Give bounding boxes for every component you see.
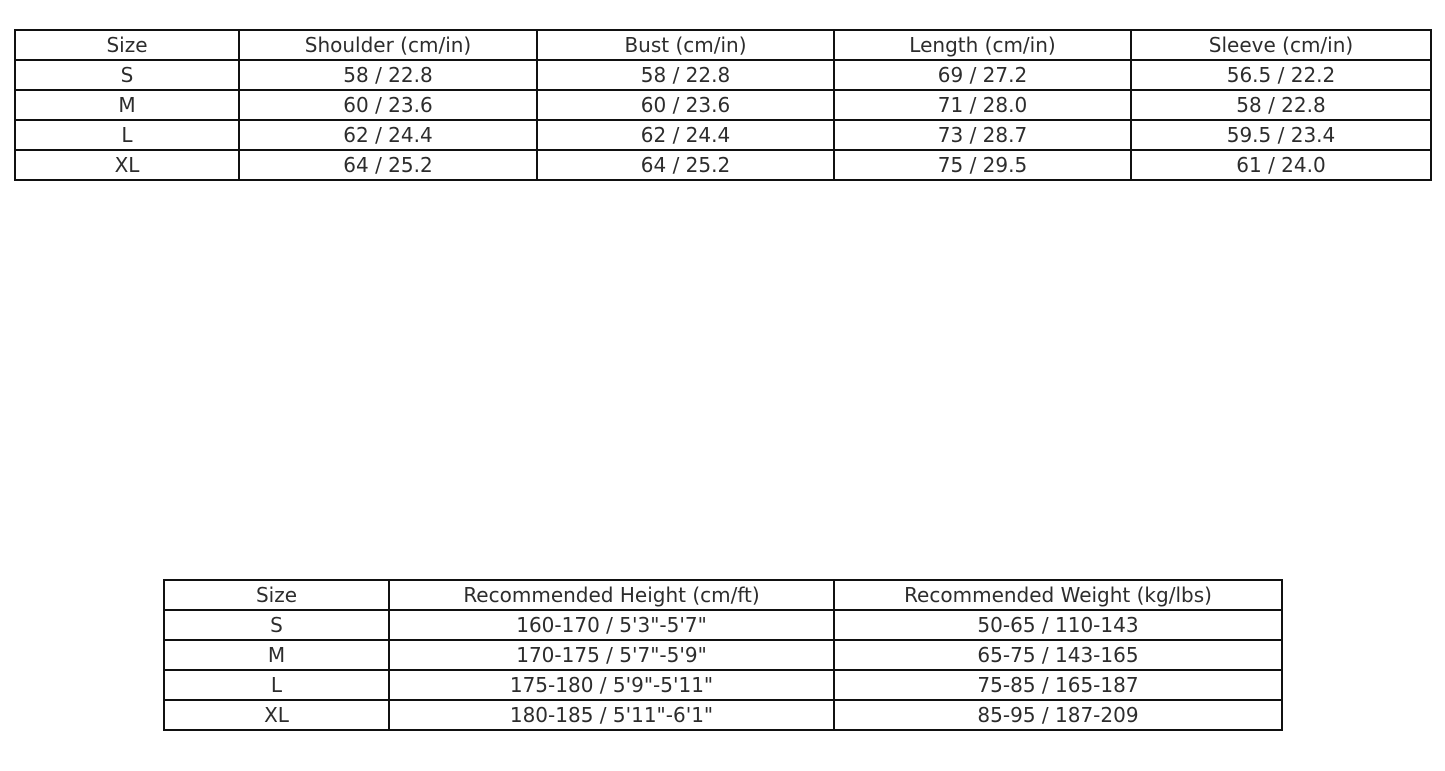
size-cell: M [163, 639, 390, 671]
table-cell: 60 / 23.6 [536, 89, 835, 121]
table-cell: 73 / 28.7 [833, 119, 1132, 151]
table-cell: 58 / 22.8 [536, 59, 835, 91]
table-cell: 62 / 24.4 [238, 119, 538, 151]
fit-recommendation-table-container: Size Recommended Height (cm/ft) Recommen… [163, 579, 1283, 731]
table-row: XL 64 / 25.2 64 / 25.2 75 / 29.5 61 / 24… [14, 149, 1432, 181]
table-cell: 175-180 / 5'9"-5'11" [388, 669, 835, 701]
size-cell: S [14, 59, 240, 91]
size-cell: M [14, 89, 240, 121]
table-row: L 62 / 24.4 62 / 24.4 73 / 28.7 59.5 / 2… [14, 119, 1432, 151]
table-cell: 59.5 / 23.4 [1130, 119, 1432, 151]
table-row: M 170-175 / 5'7"-5'9" 65-75 / 143-165 [163, 639, 1283, 671]
table-cell: 180-185 / 5'11"-6'1" [388, 699, 835, 731]
header-cell-length: Length (cm/in) [833, 29, 1132, 61]
measurement-table: Size Shoulder (cm/in) Bust (cm/in) Lengt… [14, 29, 1432, 181]
size-cell: L [163, 669, 390, 701]
header-cell-bust: Bust (cm/in) [536, 29, 835, 61]
table-row: S 58 / 22.8 58 / 22.8 69 / 27.2 56.5 / 2… [14, 59, 1432, 91]
table-row: M 60 / 23.6 60 / 23.6 71 / 28.0 58 / 22.… [14, 89, 1432, 121]
table-cell: 65-75 / 143-165 [833, 639, 1283, 671]
table-cell: 61 / 24.0 [1130, 149, 1432, 181]
table-cell: 58 / 22.8 [238, 59, 538, 91]
table-cell: 75 / 29.5 [833, 149, 1132, 181]
measurement-table-container: Size Shoulder (cm/in) Bust (cm/in) Lengt… [14, 29, 1432, 181]
size-cell: XL [14, 149, 240, 181]
fit-header-row: Size Recommended Height (cm/ft) Recommen… [163, 579, 1283, 611]
header-cell-size: Size [163, 579, 390, 611]
table-cell: 71 / 28.0 [833, 89, 1132, 121]
table-cell: 58 / 22.8 [1130, 89, 1432, 121]
header-cell-weight: Recommended Weight (kg/lbs) [833, 579, 1283, 611]
table-row: L 175-180 / 5'9"-5'11" 75-85 / 165-187 [163, 669, 1283, 701]
table-row: XL 180-185 / 5'11"-6'1" 85-95 / 187-209 [163, 699, 1283, 731]
size-cell: L [14, 119, 240, 151]
table-row: S 160-170 / 5'3"-5'7" 50-65 / 110-143 [163, 609, 1283, 641]
table-cell: 50-65 / 110-143 [833, 609, 1283, 641]
header-cell-size: Size [14, 29, 240, 61]
table-cell: 62 / 24.4 [536, 119, 835, 151]
table-cell: 85-95 / 187-209 [833, 699, 1283, 731]
fit-recommendation-table: Size Recommended Height (cm/ft) Recommen… [163, 579, 1283, 731]
table-cell: 160-170 / 5'3"-5'7" [388, 609, 835, 641]
header-cell-sleeve: Sleeve (cm/in) [1130, 29, 1432, 61]
table-cell: 69 / 27.2 [833, 59, 1132, 91]
table-cell: 75-85 / 165-187 [833, 669, 1283, 701]
table-cell: 60 / 23.6 [238, 89, 538, 121]
size-cell: XL [163, 699, 390, 731]
table-cell: 170-175 / 5'7"-5'9" [388, 639, 835, 671]
table-cell: 64 / 25.2 [238, 149, 538, 181]
measurement-header-row: Size Shoulder (cm/in) Bust (cm/in) Lengt… [14, 29, 1432, 61]
header-cell-height: Recommended Height (cm/ft) [388, 579, 835, 611]
table-cell: 56.5 / 22.2 [1130, 59, 1432, 91]
header-cell-shoulder: Shoulder (cm/in) [238, 29, 538, 61]
size-cell: S [163, 609, 390, 641]
table-cell: 64 / 25.2 [536, 149, 835, 181]
